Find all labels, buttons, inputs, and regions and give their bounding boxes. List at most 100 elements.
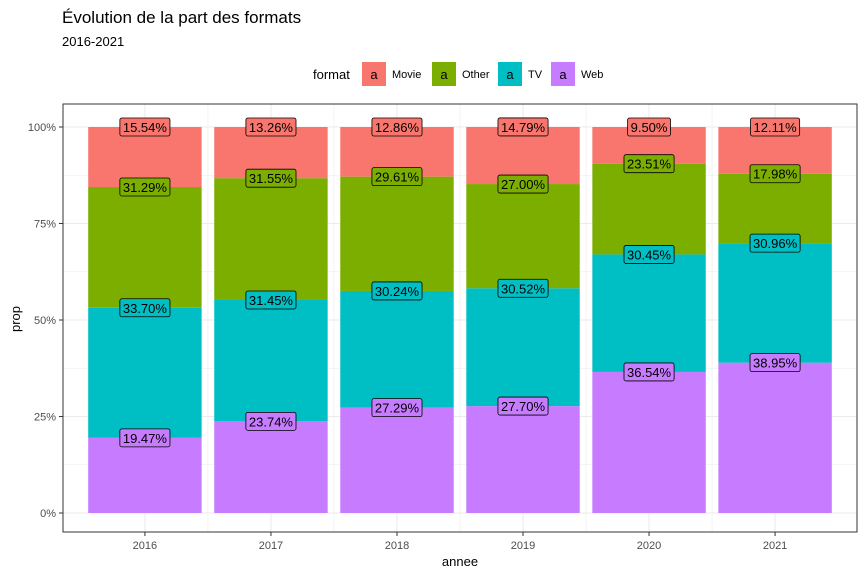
data-label-box	[497, 396, 549, 416]
data-label-box	[119, 117, 171, 137]
data-label-web: 36.54%	[623, 362, 675, 382]
legend-label: Movie	[392, 69, 421, 81]
bar-tv	[88, 307, 202, 438]
data-label-text: 33.70%	[123, 301, 168, 316]
bar-other	[88, 186, 202, 308]
data-label-box	[623, 154, 675, 174]
data-label-movie: 13.26%	[245, 117, 297, 137]
data-label-text: 12.86%	[375, 120, 420, 135]
chart-subtitle: 2016-2021	[62, 34, 124, 49]
legend-key-glyph: a	[559, 67, 567, 82]
bar-movie	[88, 127, 202, 187]
data-label-box	[119, 298, 171, 318]
bar-web	[718, 362, 832, 513]
data-label-movie: 12.11%	[750, 117, 801, 137]
legend: format a Movie a Other a TV a Web	[313, 62, 603, 86]
bar-tv	[214, 299, 328, 422]
data-label-text: 31.55%	[249, 171, 294, 186]
y-tick-label: 0%	[40, 508, 56, 520]
data-label-box	[245, 290, 297, 310]
data-label-box	[749, 233, 801, 253]
legend-key-glyph: a	[440, 67, 448, 82]
data-label-movie: 15.54%	[119, 117, 171, 137]
x-tick-label: 2018	[385, 540, 409, 552]
legend-key-glyph: a	[506, 67, 514, 82]
chart-title: Évolution de la part des formats	[62, 8, 301, 27]
data-label-tv: 33.70%	[119, 298, 171, 318]
y-tick-label: 75%	[34, 219, 56, 231]
data-label-movie: 14.79%	[497, 117, 549, 137]
legend-item-movie: a Movie	[362, 62, 421, 86]
data-label-box	[627, 117, 671, 137]
data-label-text: 30.24%	[375, 284, 420, 299]
bar-tv	[592, 254, 706, 372]
data-label-text: 30.52%	[501, 281, 546, 296]
data-label-box	[371, 117, 423, 137]
legend-item-tv: a TV	[498, 62, 543, 86]
legend-label: TV	[528, 69, 543, 81]
legend-key-glyph: a	[370, 67, 378, 82]
data-label-box	[245, 411, 297, 431]
plot-panel: 19.47% 33.70% 31.29% 15.54% 23.74% 31.45% 31.5…	[28, 103, 858, 552]
data-label-web: 27.70%	[497, 396, 549, 416]
bar-web	[88, 437, 202, 513]
data-label-box	[749, 164, 801, 184]
bar-other	[466, 184, 580, 289]
bar-tv	[718, 243, 832, 363]
data-label-text: 38.95%	[753, 356, 798, 371]
data-label-other: 31.29%	[119, 177, 171, 197]
bar-movie	[466, 126, 580, 185]
data-label-text: 17.98%	[753, 167, 798, 182]
x-tick-label: 2019	[511, 540, 535, 552]
bar-web	[214, 421, 328, 513]
data-label-text: 29.61%	[375, 170, 420, 185]
data-label-box	[497, 117, 549, 137]
bar-tv	[466, 288, 580, 407]
bar-web	[466, 406, 580, 513]
data-label-web: 23.74%	[245, 411, 297, 431]
legend-title: format	[313, 67, 350, 82]
x-tick-label: 2017	[259, 540, 283, 552]
x-axis-title: annee	[442, 554, 478, 569]
data-label-other: 17.98%	[749, 164, 801, 184]
data-label-tv: 30.52%	[497, 278, 549, 298]
data-label-text: 23.74%	[249, 414, 294, 429]
data-label-text: 15.54%	[123, 120, 168, 135]
data-label-tv: 30.45%	[623, 245, 675, 264]
data-label-text: 30.96%	[753, 236, 798, 251]
data-label-text: 27.00%	[501, 177, 546, 192]
legend-key	[498, 62, 522, 86]
data-label-box	[623, 362, 675, 382]
data-label-movie: 9.50%	[627, 117, 671, 137]
bar-web	[592, 371, 706, 513]
y-axis-title: prop	[8, 306, 23, 332]
y-tick-label: 50%	[34, 315, 56, 327]
data-label-box	[245, 117, 297, 137]
data-label-other: 27.00%	[497, 174, 549, 194]
bar-tv	[340, 290, 454, 408]
legend-key	[432, 62, 456, 86]
data-label-text: 13.26%	[249, 120, 294, 135]
data-label-other: 31.55%	[245, 168, 297, 188]
data-label-tv: 30.24%	[371, 281, 423, 301]
bar-other	[592, 163, 706, 255]
data-label-box	[749, 353, 801, 373]
data-label-box	[497, 278, 549, 298]
bar-other	[214, 178, 328, 300]
legend-key	[551, 62, 575, 86]
x-tick-label: 2016	[133, 540, 157, 552]
data-label-text: 31.29%	[123, 180, 168, 195]
x-tick-label: 2021	[763, 540, 787, 552]
data-label-tv: 30.96%	[749, 233, 801, 253]
y-tick-label: 100%	[28, 122, 56, 134]
legend-label: Other	[462, 69, 490, 81]
data-label-text: 14.79%	[501, 120, 546, 135]
data-label-text: 27.70%	[501, 399, 546, 414]
data-label-text: 27.29%	[375, 401, 420, 416]
data-label-box	[371, 281, 423, 301]
data-label-text: 30.45%	[627, 247, 672, 262]
legend-key	[362, 62, 386, 86]
data-label-web: 38.95%	[749, 353, 801, 373]
y-tick-label: 25%	[34, 412, 56, 424]
data-label-text: 36.54%	[627, 365, 672, 380]
